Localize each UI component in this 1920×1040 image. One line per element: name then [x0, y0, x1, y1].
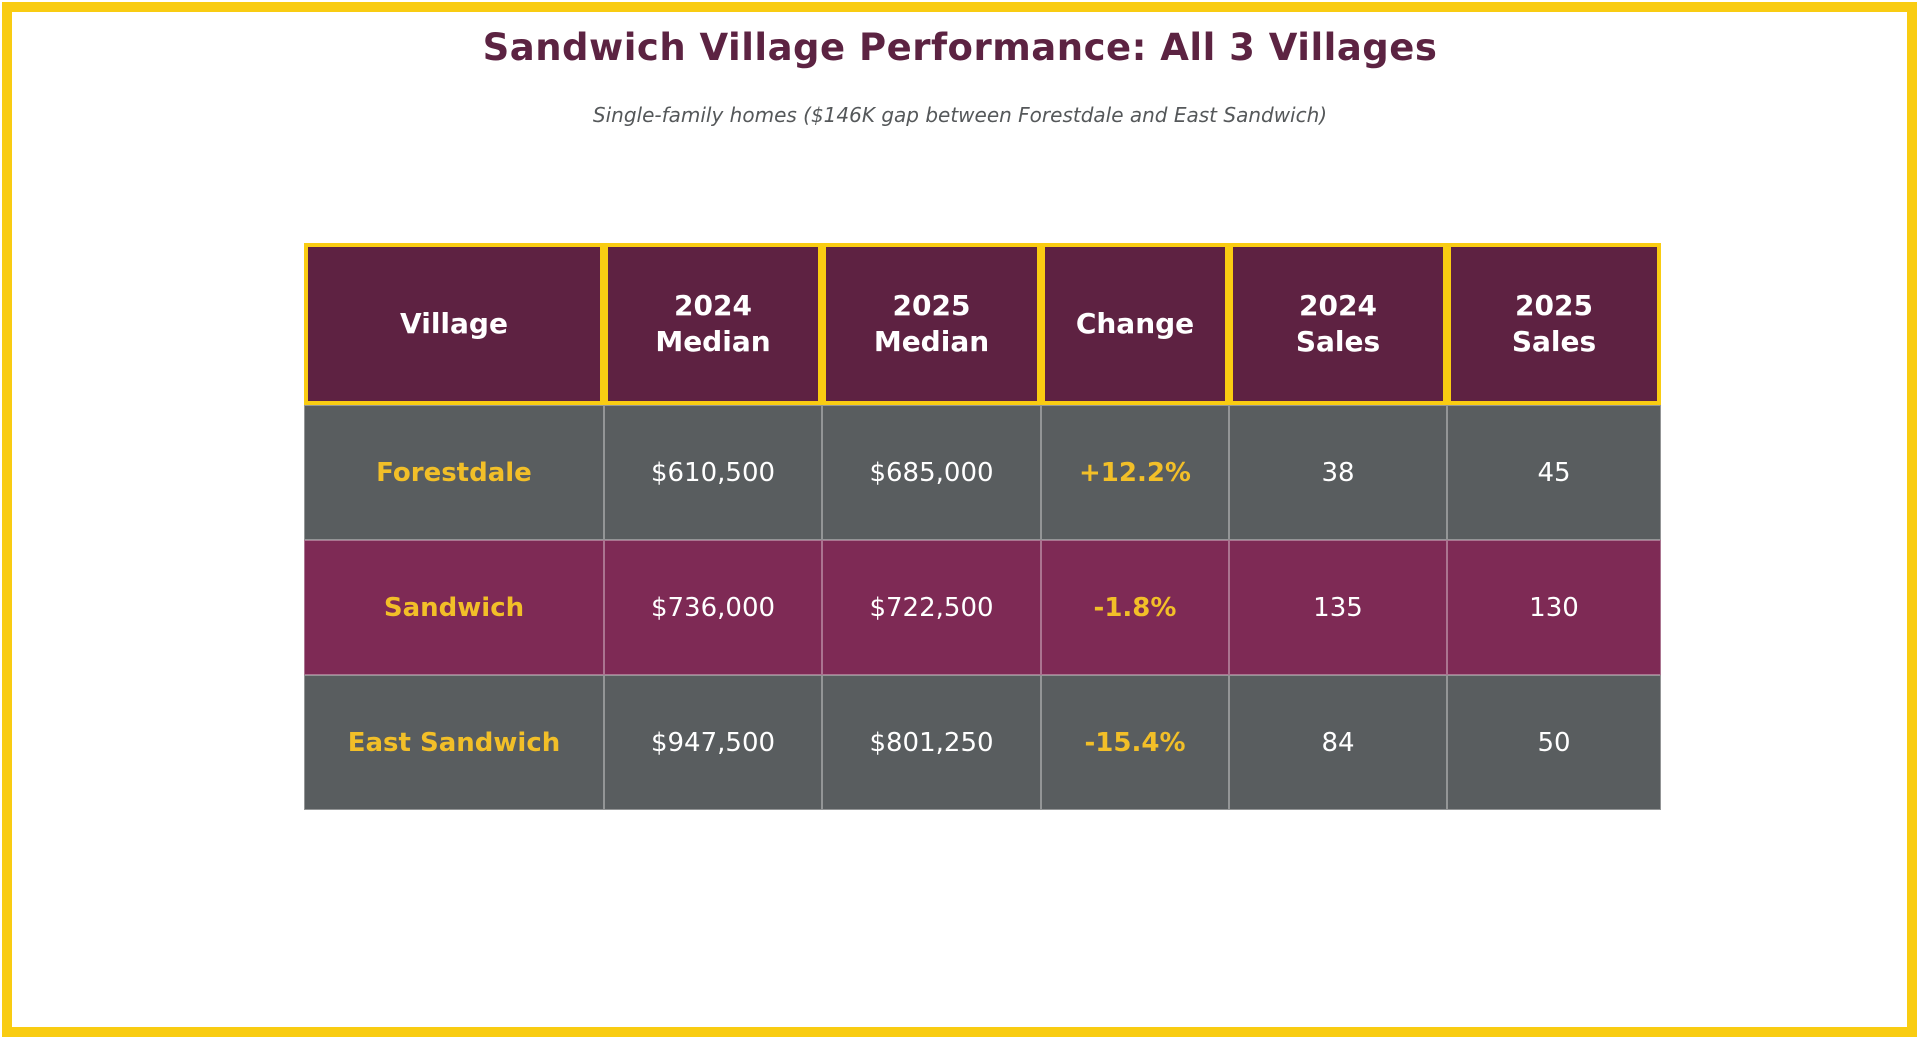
cell-2025-median: $801,250	[822, 675, 1041, 810]
header-cell-village: Village	[304, 243, 604, 405]
cell-2024-sales: 38	[1229, 405, 1447, 540]
page-subtitle: Single-family homes ($146K gap between F…	[592, 103, 1328, 127]
cell-change: -1.8%	[1041, 540, 1229, 675]
cell-2025-median: $685,000	[822, 405, 1041, 540]
cell-2024-sales: 84	[1229, 675, 1447, 810]
cell-2025-sales: 45	[1447, 405, 1661, 540]
cell-change: -15.4%	[1041, 675, 1229, 810]
header-cell-2024-median: 2024 Median	[604, 243, 822, 405]
cell-2025-sales: 50	[1447, 675, 1661, 810]
header-cell-2025-median: 2025 Median	[822, 243, 1041, 405]
header-cell-2025-sales: 2025 Sales	[1447, 243, 1661, 405]
cell-village: Forestdale	[304, 405, 604, 540]
cell-2024-sales: 135	[1229, 540, 1447, 675]
header-cell-2024-sales: 2024 Sales	[1229, 243, 1447, 405]
village-performance-table: Village 2024 Median 2025 Median Change 2…	[304, 243, 1661, 810]
page-title: Sandwich Village Performance: All 3 Vill…	[482, 26, 1438, 69]
cell-2024-median: $736,000	[604, 540, 822, 675]
cell-village: East Sandwich	[304, 675, 604, 810]
cell-2025-sales: 130	[1447, 540, 1661, 675]
cell-change: +12.2%	[1041, 405, 1229, 540]
cell-2024-median: $947,500	[604, 675, 822, 810]
cell-2025-median: $722,500	[822, 540, 1041, 675]
cell-village: Sandwich	[304, 540, 604, 675]
cell-2024-median: $610,500	[604, 405, 822, 540]
header-cell-change: Change	[1041, 243, 1229, 405]
